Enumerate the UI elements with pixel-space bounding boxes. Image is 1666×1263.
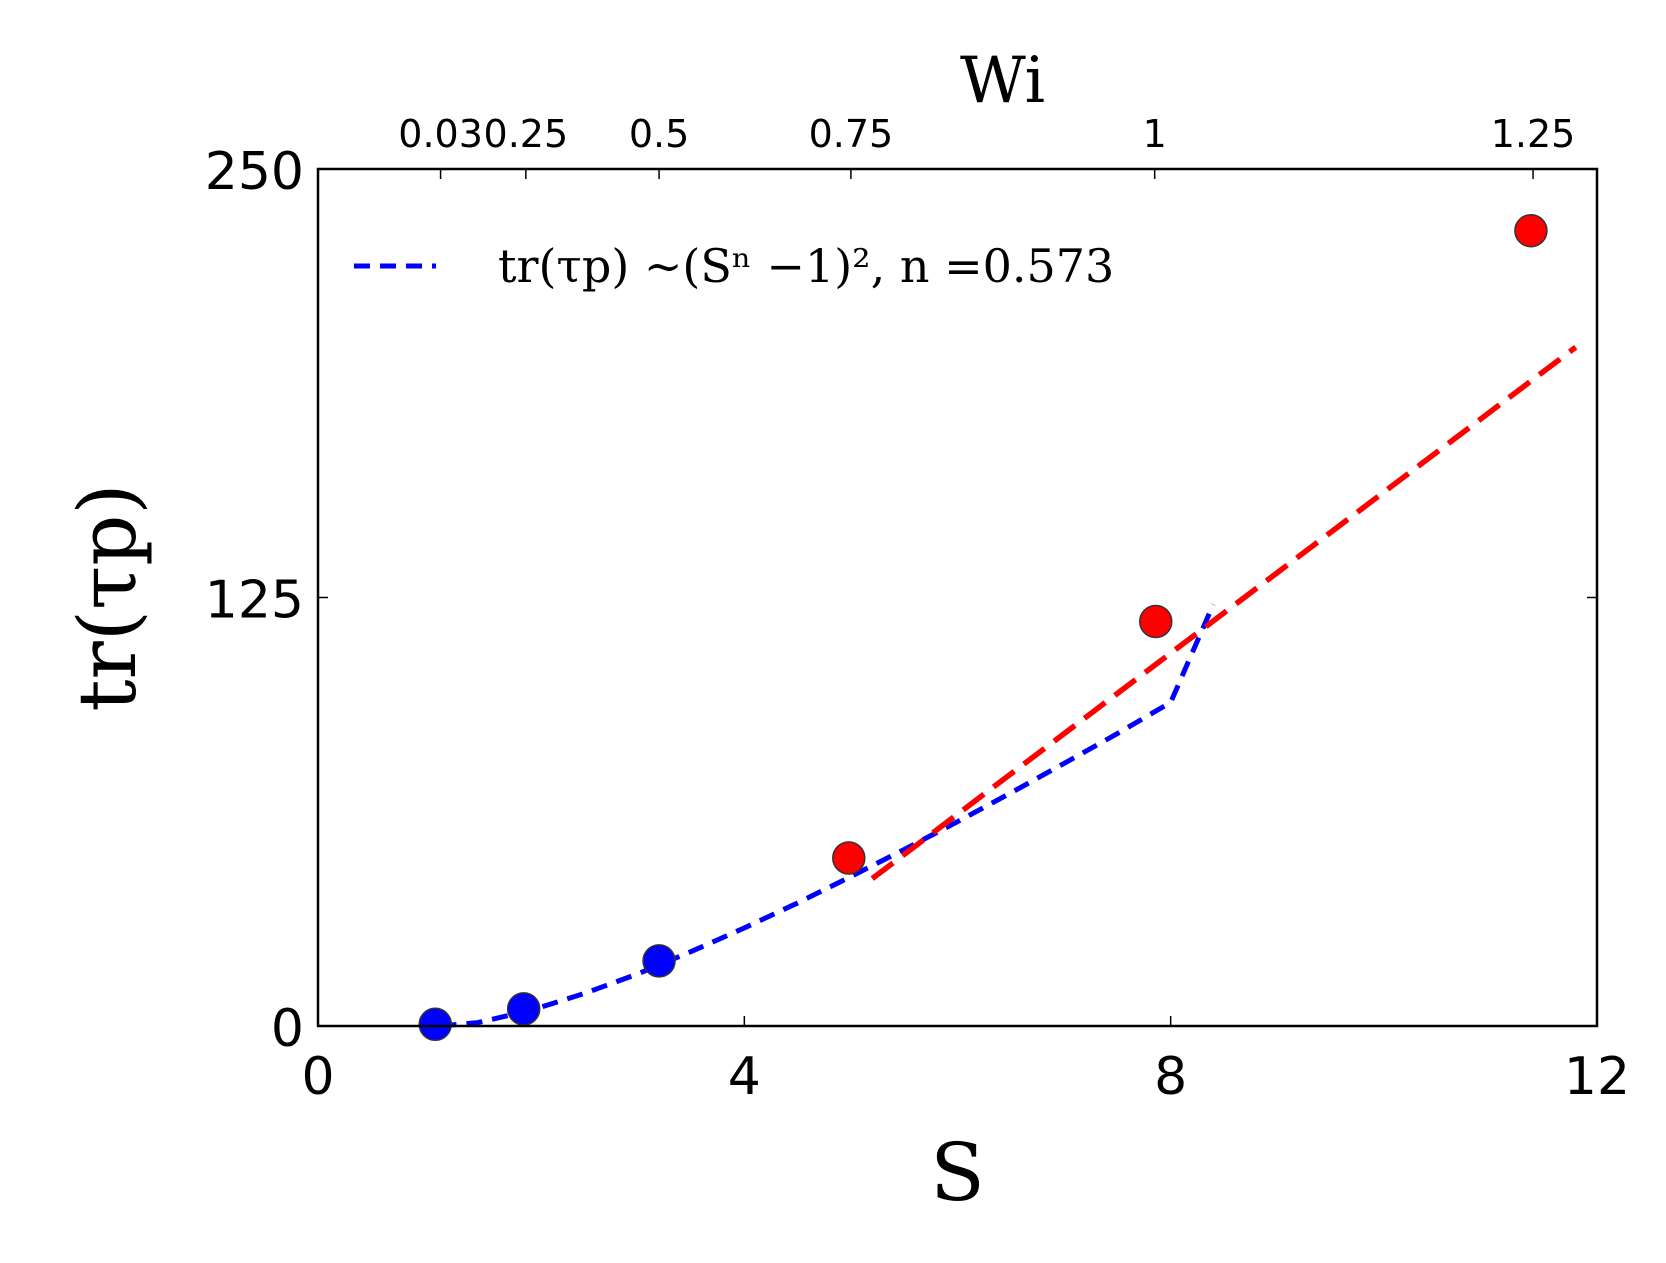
plot-frame [316, 167, 1599, 1028]
red-data-point [1514, 213, 1548, 248]
top-tick-label: 1 [1143, 112, 1167, 156]
blue-data-point [418, 1007, 452, 1042]
x-tick-label: 4 [728, 1047, 761, 1107]
top-tick-label: 0.75 [809, 112, 894, 156]
top-tick-label: 0.25 [484, 112, 569, 156]
top-axis-title: Wi [960, 44, 1045, 118]
legend: tr(τp) ∼(Sⁿ −1)², n =0.573 [354, 239, 1114, 293]
top-tick-label: 1.25 [1491, 112, 1576, 156]
top-tick-label: 0.03 [398, 112, 483, 156]
blue-data-point [642, 944, 676, 978]
legend-label-fit: tr(τp) ∼(Sⁿ −1)², n =0.573 [498, 239, 1114, 293]
x-tick-label: 12 [1564, 1047, 1630, 1107]
y-tick-label: 250 [205, 142, 304, 202]
y-tick-label: 0 [271, 999, 304, 1059]
red-data-point [832, 841, 866, 875]
y-axis-title: tr(τp) [61, 483, 154, 711]
y-tick-label: 125 [205, 571, 304, 631]
top-tick-label: 0.5 [629, 112, 689, 156]
x-tick-label: 8 [1154, 1047, 1187, 1107]
axis-ticks: 0 4 8 12 0 125 250 0.03 0.25 0.5 0.75 1 1.25 [205, 112, 1630, 1107]
red-data-point [1138, 604, 1173, 639]
series-lines [440, 345, 1578, 1029]
red-dashed-line [870, 345, 1578, 881]
fit-curve-line [440, 603, 1216, 1029]
blue-data-point [506, 992, 541, 1026]
series-points [418, 213, 1548, 1042]
x-tick-label: 0 [301, 1047, 334, 1107]
x-axis-title: S [930, 1126, 985, 1219]
